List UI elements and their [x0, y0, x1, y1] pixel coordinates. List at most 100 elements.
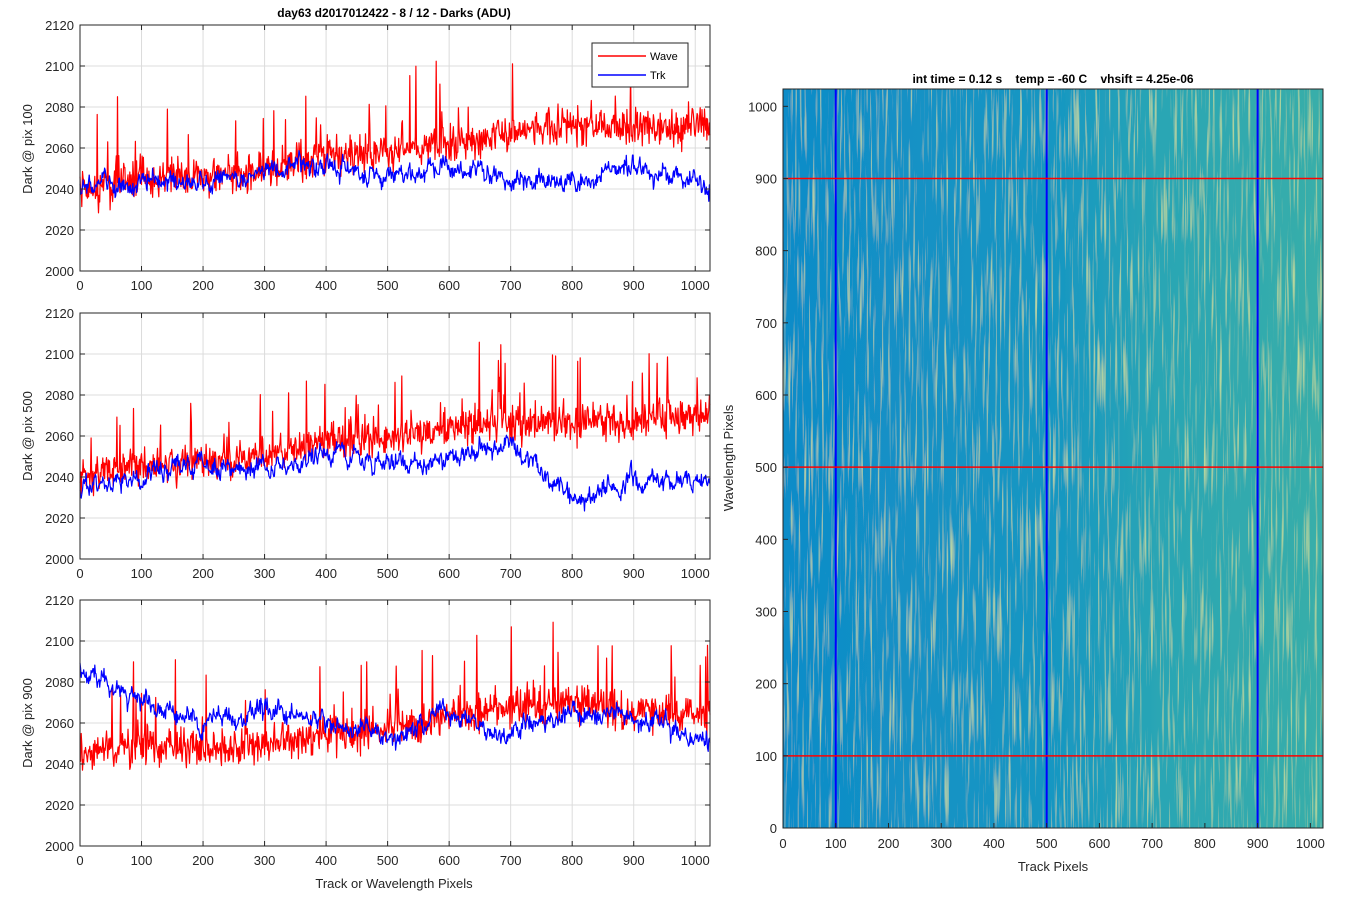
x-tick-label: 100 [131, 566, 153, 581]
y-tick-label: 2080 [45, 675, 74, 690]
x-tick-label: 100 [131, 853, 153, 868]
heatmap-image [783, 89, 1323, 828]
y-tick-label: 2060 [45, 716, 74, 731]
y-tick-label: 2100 [45, 59, 74, 74]
heatmap-panel: 0 100 200 300 400 500 600 700 800 900 1000 0 100 200 3… [748, 88, 1325, 851]
heatmap-x-tick-label: 700 [1141, 836, 1163, 851]
heatmap-x-tick-label: 600 [1089, 836, 1111, 851]
y-tick-label: 2020 [45, 223, 74, 238]
x-tick-label: 200 [192, 278, 214, 293]
heatmap-y-tick-label: 100 [755, 749, 777, 764]
y-tick-label: 2120 [45, 593, 74, 608]
y-tick-label: 2120 [45, 18, 74, 33]
y-tick-label: 2060 [45, 141, 74, 156]
series-line-trk [79, 434, 711, 512]
y-tick-label: 2040 [45, 757, 74, 772]
x-tick-label: 1000 [681, 566, 710, 581]
x-tick-label: 900 [623, 853, 645, 868]
heatmap-x-tick-label: 800 [1194, 836, 1216, 851]
x-tick-label: 700 [500, 853, 522, 868]
y-tick-label: 2060 [45, 429, 74, 444]
heatmap-title: int time = 0.12 s temp = -60 C vhsift = … [912, 72, 1193, 86]
heatmap-x-tick-label: 900 [1247, 836, 1269, 851]
legend-entry-trk: Trk [650, 70, 666, 82]
y-tick-label: 2040 [45, 182, 74, 197]
x-tick-label: 300 [254, 278, 276, 293]
x-tick-label: 400 [315, 566, 337, 581]
y-tick-label: 2040 [45, 470, 74, 485]
x-tick-label: 100 [131, 278, 153, 293]
y-tick-label: 2000 [45, 552, 74, 567]
x-tick-label: 700 [500, 278, 522, 293]
series-line-trk [79, 662, 711, 753]
x-tick-label: 800 [561, 853, 583, 868]
heatmap-y-tick-label: 0 [770, 821, 777, 836]
heatmap-y-tick-label: 600 [755, 388, 777, 403]
x-tick-label: 400 [315, 853, 337, 868]
heatmap-x-tick-label: 300 [930, 836, 952, 851]
panel-2-xlabel: Track or Wavelength Pixels [315, 876, 473, 891]
panel-0-ylabel: Dark @ pix 100 [20, 104, 35, 194]
x-tick-label: 0 [76, 278, 83, 293]
heatmap-y-tick-label: 800 [755, 244, 777, 259]
y-tick-label: 2020 [45, 511, 74, 526]
legend: Wave Trk [591, 42, 689, 88]
heatmap-y-tick-label: 900 [755, 171, 777, 186]
x-tick-label: 1000 [681, 278, 710, 293]
y-tick-label: 2000 [45, 839, 74, 854]
x-tick-label: 500 [377, 853, 399, 868]
heatmap-y-tick-label: 300 [755, 604, 777, 619]
x-tick-label: 500 [377, 566, 399, 581]
heatmap-y-tick-label: 1000 [748, 99, 777, 114]
heatmap-y-tick-label: 400 [755, 532, 777, 547]
x-tick-label: 400 [315, 278, 337, 293]
y-tick-label: 2080 [45, 100, 74, 115]
x-tick-label: 500 [377, 278, 399, 293]
heatmap-axes-box [782, 88, 1324, 829]
series-line-wave [79, 341, 711, 497]
x-tick-label: 800 [561, 566, 583, 581]
y-tick-label: 2100 [45, 634, 74, 649]
series-line-trk [79, 150, 711, 202]
x-tick-label: 0 [76, 853, 83, 868]
heatmap-field [783, 89, 1323, 828]
y-tick-label: 2120 [45, 306, 74, 321]
x-tick-label: 0 [76, 566, 83, 581]
line-panel-pix-500: 0 100 200 300 400 500 600 700 800 900 1000 2000 2020… [45, 306, 711, 581]
x-tick-label: 800 [561, 278, 583, 293]
x-tick-label: 300 [254, 853, 276, 868]
heatmap-xlabel: Track Pixels [1018, 859, 1089, 874]
heatmap-x-tick-label: 0 [779, 836, 786, 851]
x-tick-label: 1000 [681, 853, 710, 868]
heatmap-x-tick-label: 200 [878, 836, 900, 851]
x-tick-label: 900 [623, 278, 645, 293]
x-tick-label: 200 [192, 566, 214, 581]
x-tick-label: 600 [438, 566, 460, 581]
y-tick-label: 2000 [45, 264, 74, 279]
y-tick-label: 2020 [45, 798, 74, 813]
x-tick-label: 700 [500, 566, 522, 581]
heatmap-x-tick-label: 100 [825, 836, 847, 851]
heatmap-x-tick-label: 400 [983, 836, 1005, 851]
heatmap-y-tick-label: 700 [755, 316, 777, 331]
figure-title: day63 d2017012422 - 8 / 12 - Darks (ADU) [277, 6, 510, 20]
heatmap-x-tick-label: 500 [1036, 836, 1058, 851]
heatmap-y-tick-label: 500 [755, 460, 777, 475]
series-line-wave [79, 60, 711, 214]
x-tick-label: 200 [192, 853, 214, 868]
x-tick-label: 300 [254, 566, 276, 581]
line-panel-pix-900: 0 100 200 300 400 500 600 700 800 900 1000 2000 2020… [45, 593, 711, 868]
y-tick-label: 2080 [45, 388, 74, 403]
x-tick-label: 900 [623, 566, 645, 581]
heatmap-x-tick-label: 1000 [1296, 836, 1325, 851]
legend-entry-wave: Wave [650, 51, 678, 63]
y-tick-label: 2100 [45, 347, 74, 362]
heatmap-y-tick-label: 200 [755, 677, 777, 692]
x-tick-label: 600 [438, 853, 460, 868]
legend-box [591, 42, 689, 88]
heatmap-ylabel: Wavelength Pixels [721, 404, 736, 511]
panel-2-ylabel: Dark @ pix 900 [20, 678, 35, 768]
panel-1-ylabel: Dark @ pix 500 [20, 391, 35, 481]
x-tick-label: 600 [438, 278, 460, 293]
